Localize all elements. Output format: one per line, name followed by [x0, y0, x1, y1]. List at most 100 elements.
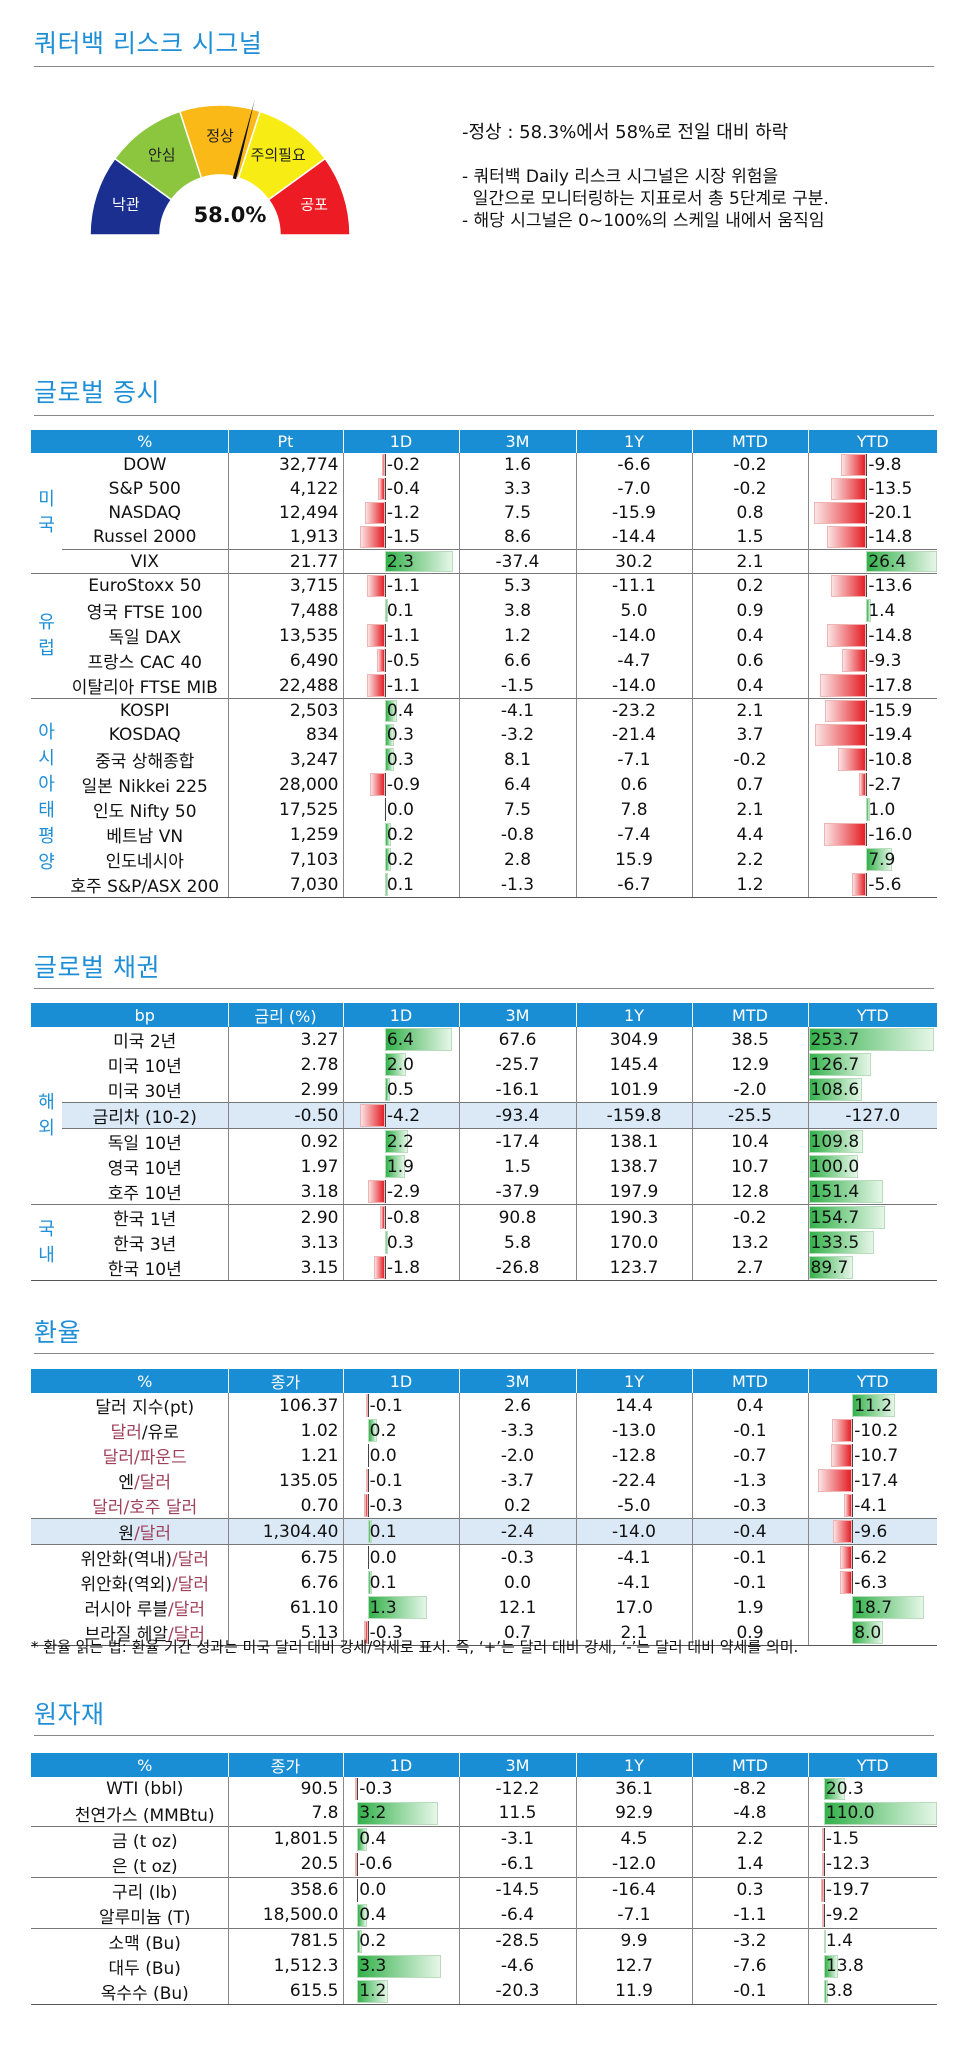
bonds-1d-bar: [384, 1028, 453, 1051]
bonds-name: 영국 10년: [62, 1154, 229, 1179]
equity-mtd: 0.6: [692, 648, 809, 674]
fx-name: 달러 지수(pt): [62, 1393, 229, 1418]
fx-blank: [31, 1545, 62, 1571]
commod-ytd-bar-area: [809, 1903, 938, 1927]
equity-ytd: 7.9: [808, 847, 937, 872]
bonds-1d: 1.9: [343, 1154, 460, 1179]
fx-blank: [31, 1570, 62, 1595]
fx-y1: -12.8: [576, 1443, 693, 1468]
equity-1d-bar: [360, 525, 385, 548]
equity-name: KOSDAQ: [62, 723, 229, 748]
fx-y1: -4.1: [576, 1570, 693, 1595]
equity-ytd-bar: [859, 773, 867, 797]
equity-ytd-bar: [830, 575, 867, 598]
equity-section-title: 글로벌 증시: [34, 378, 160, 407]
bonds-ytd-value: 108.6: [810, 1079, 860, 1100]
equity-1d-bar: [366, 674, 385, 698]
bonds-ytd-value: 151.4: [810, 1181, 860, 1202]
equity-pt: 4,122: [228, 476, 344, 501]
fx-y1: 2.1: [576, 1620, 693, 1646]
commod-row: 금 (t oz) 1,801.5 0.4 -3.1 4.5 2.2 -1.5: [31, 1825, 937, 1852]
bonds-1d-value: 0.5: [386, 1079, 414, 1100]
equity-y1: -4.7: [576, 648, 693, 674]
fx-1d: 0.0: [343, 1443, 460, 1468]
equity-row: VIX 21.77 2.3 -37.4 30.2 2.1 26.4: [31, 548, 937, 575]
commod-1d-bar-area: [344, 1801, 459, 1825]
commod-y1: 11.9: [576, 1978, 693, 2005]
commod-blank: [31, 1852, 62, 1878]
equity-m3: 6.4: [459, 772, 577, 798]
equity-1d-bar-area: [344, 798, 459, 822]
fx-name-b: /달러: [168, 1600, 206, 1620]
bonds-1d-value: -1.8: [386, 1257, 421, 1278]
equity-ytd-value: -19.4: [868, 725, 913, 746]
commod-ytd-bar-area: [809, 1852, 938, 1876]
equity-name: 인도네시아: [62, 847, 229, 873]
equity-table: % Pt 1D 3M 1Y MTD YTD 미 국 DOW 32,774 -0.2 1.6 -6.6 -0.…: [31, 430, 938, 899]
fx-1d: 0.2: [343, 1418, 460, 1443]
equity-ytd-value: 1.0: [868, 799, 896, 820]
equity-m3: -4.1: [459, 698, 577, 724]
commod-1d-bar: [355, 1852, 358, 1876]
bonds-mtd: 12.9: [692, 1052, 809, 1077]
equity-ytd-value: -17.8: [868, 675, 913, 696]
bonds-m3: -17.4: [459, 1128, 577, 1154]
fx-header-6: YTD: [808, 1369, 937, 1393]
equity-mtd: 2.1: [692, 548, 809, 575]
bonds-pt: 2.99: [228, 1077, 344, 1103]
bonds-1d: -4.2: [343, 1102, 460, 1129]
equity-1d-bar-axis: [384, 575, 386, 598]
commod-1d-bar-area: [344, 1929, 459, 1953]
equity-ytd-value: -9.3: [868, 650, 902, 671]
commod-section-title: 원자재: [34, 1700, 105, 1729]
equity-ytd-bar-axis: [866, 674, 868, 698]
fx-header-0: %: [62, 1369, 229, 1393]
equity-ytd: -10.8: [808, 747, 937, 772]
equity-pt: 12,494: [228, 500, 344, 525]
fx-pt: 1.21: [228, 1443, 344, 1468]
commod-y1: 92.9: [576, 1800, 693, 1827]
equity-m3: 3.8: [459, 598, 577, 624]
equity-1d-bar: [384, 823, 391, 847]
equity-ytd-value: -16.0: [868, 824, 913, 845]
equity-ytd: -13.5: [808, 477, 937, 501]
equity-1d-bar-axis: [384, 525, 386, 548]
bonds-pt: 2.78: [228, 1052, 344, 1077]
fx-1d: 0.1: [343, 1518, 460, 1545]
bonds-mtd: 12.8: [692, 1179, 809, 1205]
equity-ytd: -5.6: [808, 872, 937, 899]
commod-name: 소맥 (Bu): [62, 1927, 229, 1954]
equity-header-3: 3M: [459, 430, 577, 453]
equity-1d: -0.5: [343, 648, 460, 674]
equity-ytd-bar-area: [809, 624, 938, 648]
fx-name: 원/달러: [62, 1518, 229, 1545]
equity-y1: -14.0: [576, 623, 693, 649]
fx-m3: -3.7: [459, 1468, 577, 1493]
equity-pt: 1,259: [228, 822, 344, 848]
bonds-pt: 0.92: [228, 1128, 344, 1154]
fx-mtd: 0.4: [692, 1393, 809, 1418]
equity-1d-bar-axis: [384, 501, 386, 524]
equity-1d-bar-area: [344, 674, 459, 698]
fx-ytd-bar-area: [809, 1419, 938, 1442]
equity-ytd: -14.8: [808, 525, 937, 549]
bonds-y1: -159.8: [576, 1102, 693, 1129]
equity-ytd-bar-axis: [866, 624, 868, 648]
gauge-label-1: 안심: [148, 146, 176, 164]
equity-header-row: % Pt 1D 3M 1Y MTD YTD: [31, 430, 937, 453]
equity-name: KOSPI: [62, 698, 229, 724]
fx-name-b: /달러: [171, 1575, 209, 1595]
equity-ytd-value: 26.4: [868, 551, 907, 572]
bonds-1d: -2.9: [343, 1179, 460, 1205]
equity-1d-value: 0.1: [386, 874, 414, 895]
equity-1d-value: -1.1: [386, 625, 421, 646]
equity-1d-bar-area: [344, 873, 459, 897]
equity-ytd-value: -15.9: [868, 701, 913, 722]
fx-mtd: -0.7: [692, 1443, 809, 1468]
equity-mtd: -0.2: [692, 453, 809, 477]
fx-mtd: -0.4: [692, 1518, 809, 1545]
equity-ytd-bar-axis: [866, 748, 868, 772]
commod-1d-bar: [357, 1903, 368, 1927]
commod-name: 구리 (lb): [62, 1876, 229, 1903]
